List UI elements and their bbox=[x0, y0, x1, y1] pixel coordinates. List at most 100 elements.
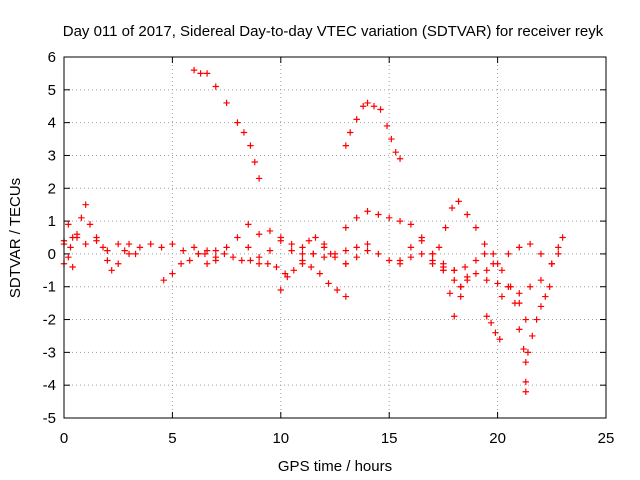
data-point bbox=[472, 224, 480, 231]
data-point bbox=[548, 260, 555, 267]
data-point bbox=[299, 260, 306, 267]
data-point bbox=[559, 234, 566, 241]
y-tick-label: -3 bbox=[43, 344, 56, 361]
data-point bbox=[472, 270, 480, 277]
series-arc-16 bbox=[440, 267, 471, 320]
series-arc-21 bbox=[522, 378, 529, 395]
data-point bbox=[104, 257, 111, 264]
x-tick-label: 0 bbox=[60, 430, 68, 447]
data-point bbox=[238, 257, 245, 264]
data-point bbox=[342, 293, 350, 300]
data-point bbox=[132, 250, 139, 258]
data-point bbox=[511, 299, 519, 307]
data-point bbox=[212, 83, 219, 90]
data-point bbox=[245, 244, 252, 251]
data-point bbox=[67, 244, 74, 251]
data-point bbox=[396, 155, 404, 162]
data-point bbox=[526, 240, 534, 248]
data-point bbox=[483, 276, 490, 284]
data-point bbox=[186, 257, 193, 264]
data-point bbox=[364, 240, 371, 248]
y-tick-label: -4 bbox=[43, 377, 56, 394]
y-tick-label: 4 bbox=[48, 115, 56, 132]
data-point bbox=[212, 253, 219, 261]
data-point bbox=[255, 231, 263, 238]
data-point bbox=[251, 158, 258, 166]
series-arc-5 bbox=[160, 247, 289, 284]
data-point bbox=[203, 260, 211, 267]
x-tick-label: 5 bbox=[168, 430, 176, 447]
data-point bbox=[429, 250, 436, 258]
data-point bbox=[245, 221, 252, 228]
chart-title: Day 011 of 2017, Sidereal Day-to-day VTE… bbox=[63, 23, 604, 40]
x-tick-label: 20 bbox=[489, 430, 506, 447]
data-point bbox=[203, 70, 211, 77]
data-point bbox=[310, 250, 317, 258]
data-point bbox=[327, 250, 334, 258]
data-point bbox=[201, 250, 209, 258]
data-point bbox=[108, 267, 115, 274]
data-point bbox=[277, 234, 284, 241]
series-arc-19 bbox=[498, 283, 553, 366]
series-arc-20 bbox=[483, 234, 566, 274]
data-point bbox=[537, 276, 545, 284]
data-point bbox=[125, 240, 133, 248]
y-axis-label: SDTVAR / TECUs bbox=[7, 178, 24, 298]
data-point bbox=[190, 66, 198, 74]
data-point bbox=[288, 247, 295, 254]
data-point bbox=[407, 244, 415, 251]
data-point bbox=[353, 253, 360, 261]
data-point bbox=[483, 313, 490, 320]
data-point bbox=[333, 286, 341, 294]
data-point bbox=[277, 286, 284, 294]
data-point bbox=[247, 142, 254, 149]
data-point bbox=[73, 234, 81, 241]
data-point bbox=[537, 303, 545, 310]
series-arc-10 bbox=[342, 247, 562, 297]
data-point bbox=[86, 221, 94, 228]
data-point bbox=[223, 99, 230, 107]
data-point bbox=[396, 257, 404, 264]
data-point bbox=[307, 263, 315, 271]
data-point bbox=[464, 273, 471, 281]
data-point bbox=[375, 250, 382, 258]
data-point bbox=[121, 247, 128, 254]
data-point bbox=[197, 70, 204, 77]
data-point bbox=[82, 240, 89, 248]
data-point bbox=[451, 313, 458, 320]
data-point bbox=[481, 240, 488, 248]
data-point bbox=[529, 332, 536, 340]
data-point bbox=[451, 276, 458, 284]
data-point bbox=[451, 267, 458, 274]
series-arc-13 bbox=[342, 99, 404, 162]
data-point bbox=[264, 260, 271, 267]
data-point bbox=[386, 257, 393, 264]
data-point bbox=[483, 267, 490, 274]
data-point bbox=[169, 240, 176, 248]
data-point bbox=[418, 250, 425, 258]
y-tick-label: -5 bbox=[43, 410, 56, 427]
data-point bbox=[104, 247, 111, 254]
data-point bbox=[125, 250, 133, 258]
data-point bbox=[255, 260, 263, 267]
series-arc-1 bbox=[60, 201, 107, 251]
data-point bbox=[396, 217, 404, 225]
data-point bbox=[177, 260, 185, 267]
data-point bbox=[158, 244, 165, 251]
data-point bbox=[342, 142, 350, 149]
data-point bbox=[490, 250, 497, 258]
data-point bbox=[320, 253, 328, 261]
data-point bbox=[533, 316, 540, 323]
series-arc-3 bbox=[60, 253, 76, 271]
data-point bbox=[160, 276, 167, 284]
data-point bbox=[407, 253, 415, 261]
y-tick-label: 3 bbox=[48, 147, 56, 164]
data-point bbox=[342, 260, 350, 267]
data-point bbox=[346, 129, 354, 136]
y-tick-label: 6 bbox=[48, 49, 56, 66]
data-point bbox=[435, 244, 443, 251]
data-point bbox=[494, 260, 501, 267]
data-point bbox=[240, 129, 248, 136]
data-point bbox=[494, 280, 501, 287]
y-tick-label: 5 bbox=[48, 82, 56, 99]
